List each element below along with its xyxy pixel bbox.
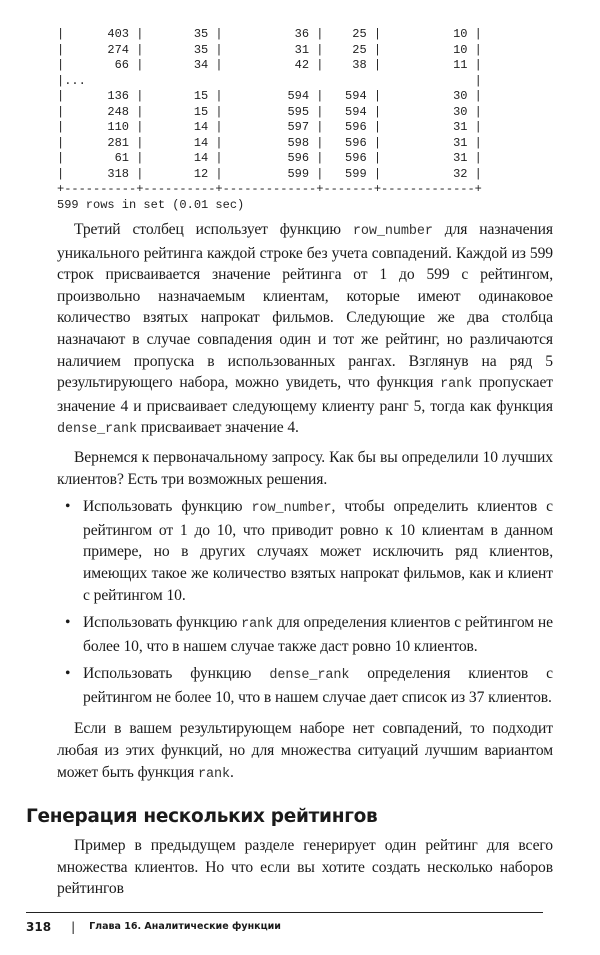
text: пропускает значение 4 и присваивает след…	[57, 374, 553, 415]
inline-code: row_number	[251, 501, 332, 517]
list-item: • Использовать функцию row_number, чтобы …	[65, 496, 553, 606]
code-line: |... |	[57, 73, 482, 88]
body-text: Пример в предыдущем разделе генерирует о…	[57, 835, 553, 900]
code-line: | 403 | 35 | 36 | 25 | 10 |	[57, 27, 482, 41]
code-line: | 61 | 14 | 596 | 596 | 31 |	[57, 151, 482, 165]
chapter-title: Глава 16. Аналитические функции	[89, 921, 281, 933]
footer-rule	[26, 912, 543, 914]
text: Использовать функцию	[83, 665, 270, 683]
paragraph: Вернемся к первоначальному запросу. Как …	[57, 448, 553, 488]
text: .	[230, 763, 234, 781]
code-line: | 318 | 12 | 599 | 599 | 32 |	[57, 166, 482, 181]
code-line: 599 rows in set (0.01 sec)	[57, 197, 245, 212]
body-text: Третий столбец использует функцию row_nu…	[57, 219, 553, 791]
inline-code: rank	[198, 766, 231, 782]
text: Использовать функцию	[83, 498, 252, 516]
code-line: | 274 | 35 | 31 | 25 | 10 |	[57, 42, 482, 57]
text: , чтобы определить клиентов с рейтингом …	[83, 498, 553, 604]
text: Если в вашем результирующем наборе нет с…	[57, 720, 553, 781]
page-number: 318	[26, 920, 52, 935]
paragraph: Третий столбец использует функцию row_nu…	[57, 219, 553, 441]
section-heading: Генерация нескольких рейтингов	[26, 806, 378, 828]
code-line: | 66 | 34 | 42 | 38 | 11 |	[57, 58, 482, 72]
inline-code: row_number	[352, 224, 433, 239]
inline-code: dense_rank	[269, 668, 350, 684]
footer-area: 318 | Глава 16. Аналитические функции	[26, 900, 553, 935]
text: определения клиентов с рейтингом не боле…	[83, 665, 553, 706]
bullet-icon: •	[65, 614, 71, 632]
code-line: | 110 | 14 | 597 | 596 | 31 |	[57, 120, 482, 134]
bullet-icon: •	[65, 498, 71, 516]
inline-code: dense_rank	[57, 422, 138, 438]
inline-code: rank	[241, 617, 274, 633]
footer-separator: |	[71, 920, 76, 935]
page-footer: 318 | Глава 16. Аналитические функции	[26, 919, 553, 935]
text: Использовать функцию	[83, 614, 242, 632]
text: присваивает значение 4.	[137, 419, 299, 437]
text: для назначения уникального рейтинга кажд…	[57, 221, 553, 392]
bullet-list: • Использовать функцию row_number, чтобы …	[57, 496, 553, 708]
inline-code: rank	[440, 377, 473, 393]
code-line: | 281 | 14 | 598 | 596 | 31 |	[57, 135, 482, 150]
list-item: • Использовать функцию rank для определен…	[65, 612, 553, 657]
text: Третий столбец использует функцию	[74, 221, 353, 238]
code-line: | 248 | 15 | 595 | 594 | 30 |	[57, 104, 482, 119]
code-line: | 136 | 15 | 594 | 594 | 30 |	[57, 89, 482, 103]
query-result-output: | 403 | 35 | 36 | 25 | 10 | | 274 | 35 |…	[57, 27, 553, 213]
code-line: +----------+----------+-------------+---…	[57, 182, 482, 196]
bullet-icon: •	[65, 665, 71, 683]
paragraph: Пример в предыдущем разделе генерирует о…	[57, 837, 553, 898]
list-item: • Использовать функцию dense_rank определ…	[65, 663, 553, 708]
text: для определения клиентов с рейтингом не …	[83, 614, 553, 655]
paragraph: Если в вашем результирующем наборе нет с…	[57, 718, 553, 785]
